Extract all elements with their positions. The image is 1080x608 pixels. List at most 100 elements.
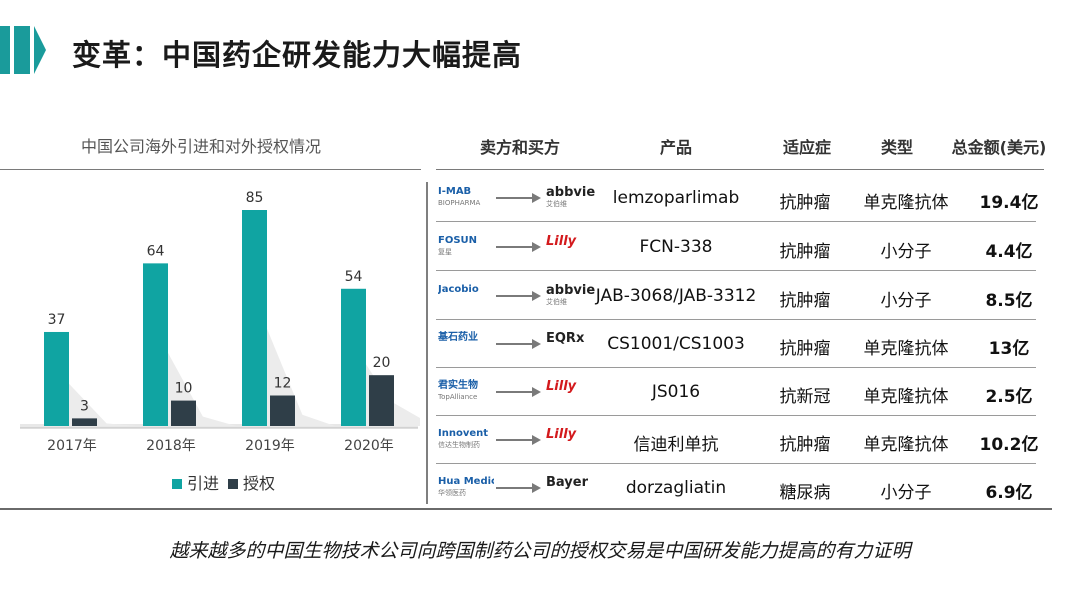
seller-name: FOSUN [438, 235, 478, 246]
arrow-right-icon [496, 387, 541, 397]
seller-logo: 君实生物 TopAlliance [438, 379, 494, 405]
bar-引进-2017年 [44, 331, 69, 426]
data-label: 3 [80, 398, 89, 414]
deal-parties: Innovent 信达生物制药 Lilly [438, 427, 608, 453]
amount-cell: 6.9亿 [985, 483, 1033, 503]
bar-引进-2020年 [341, 288, 366, 426]
table-row: 君实生物 TopAlliance Lilly JS016 抗新冠 单克隆抗体 2… [430, 368, 1038, 416]
x-tick-label: 2020年 [344, 438, 394, 454]
data-label: 64 [147, 243, 165, 259]
buyer-logo: abbvie 艾伯维 [546, 283, 606, 309]
bar-授权-2019年 [270, 395, 295, 426]
data-label: 54 [345, 269, 363, 285]
buyer-name: abbvie [546, 283, 596, 298]
type-cell: 单克隆抗体 [863, 339, 949, 359]
product-cell: CS1001/CS1003 [607, 334, 745, 354]
type-cell: 单克隆抗体 [863, 435, 949, 455]
buyer-logo: Lilly [546, 234, 606, 260]
product-cell: dorzagliatin [625, 478, 727, 498]
seller-name: 基石药业 [438, 332, 478, 343]
buyer-name: Lilly [546, 427, 577, 442]
buyer-sub: 艾伯维 [546, 200, 567, 208]
product-cell: JAB-3068/JAB-3312 [595, 286, 757, 306]
seller-name: 君实生物 [438, 380, 478, 391]
type-cell: 单克隆抗体 [863, 193, 949, 213]
buyer-name: EQRx [546, 331, 585, 346]
seller-logo: Hua Medicine 华领医药 [438, 475, 494, 501]
row-divider [436, 415, 1036, 416]
seller-sub: BIOPHARMA [438, 199, 481, 207]
legend-swatch [228, 479, 238, 489]
arrow-right-icon [496, 483, 541, 493]
deal-parties: I-MAB BIOPHARMA abbvie 艾伯维 [438, 185, 608, 211]
header-indication: 适应症 [782, 138, 832, 157]
row-divider [436, 221, 1036, 222]
amount-cell: 2.5亿 [985, 387, 1033, 407]
seller-name: Hua Medicine [438, 476, 494, 487]
arrow-right-icon [496, 435, 541, 445]
row-divider [436, 463, 1036, 464]
bar-shadow [97, 422, 137, 426]
arrow-right-icon [496, 291, 541, 301]
legend-label: 授权 [243, 474, 275, 493]
deal-parties: Jacobio abbvie 艾伯维 [438, 283, 608, 309]
seller-logo: Innovent 信达生物制药 [438, 427, 494, 453]
seller-name: Jacobio [438, 284, 479, 295]
page-title: 变革：中国药企研发能力大幅提高 [72, 38, 523, 72]
row-divider [436, 270, 1036, 271]
table-divider [426, 182, 428, 504]
row-divider [436, 367, 1036, 368]
amount-cell: 8.5亿 [985, 291, 1033, 311]
buyer-logo: Lilly [546, 427, 606, 453]
header-product: 产品 [659, 138, 693, 157]
header-amount: 总金额(美元) [951, 138, 1047, 157]
table-row: Jacobio abbvie 艾伯维 JAB-3068/JAB-3312 抗肿瘤… [430, 272, 1038, 320]
bar-shadow [69, 383, 109, 426]
seller-sub: 华领医药 [438, 489, 466, 497]
seller-sub: TopAlliance [438, 393, 478, 401]
x-tick-label: 2018年 [146, 438, 196, 454]
header-parties: 卖方和买方 [479, 138, 561, 157]
seller-name: Innovent [438, 428, 489, 439]
seller-sub: 信达生物制药 [438, 441, 480, 449]
legend-swatch [172, 479, 182, 489]
data-label: 20 [373, 355, 391, 371]
row-divider [436, 319, 1036, 320]
buyer-name: Bayer [546, 475, 588, 490]
table-row: Innovent 信达生物制药 Lilly 信迪利单抗 抗肿瘤 单克隆抗体 10… [430, 416, 1038, 464]
amount-cell: 19.4亿 [979, 193, 1039, 213]
amount-cell: 10.2亿 [979, 435, 1039, 455]
arrow-right-icon [496, 339, 541, 349]
indication-cell: 糖尿病 [779, 483, 831, 503]
header-type: 类型 [880, 138, 914, 157]
buyer-name: abbvie [546, 185, 596, 200]
table-row: 基石药业 EQRx CS1001/CS1003 抗肿瘤 单克隆抗体 13亿 [430, 320, 1038, 368]
buyer-name: Lilly [546, 234, 577, 249]
chart-top-rule [0, 169, 421, 170]
buyer-logo: abbvie 艾伯维 [546, 185, 606, 211]
bar-引进-2019年 [242, 210, 267, 426]
type-cell: 小分子 [880, 291, 932, 311]
seller-logo: 基石药业 [438, 331, 494, 357]
bottom-rule [0, 508, 1052, 510]
product-cell: 信迪利单抗 [633, 435, 719, 455]
legend-label: 引进 [187, 474, 219, 493]
buyer-logo: Lilly [546, 379, 606, 405]
seller-sub: 复星 [438, 248, 452, 256]
table-row: Hua Medicine 华领医药 Bayer dorzagliatin 糖尿病… [430, 464, 1038, 512]
buyer-logo: EQRx [546, 331, 606, 357]
table-row: I-MAB BIOPHARMA abbvie 艾伯维 lemzoparlimab… [430, 174, 1038, 222]
type-cell: 小分子 [880, 483, 932, 503]
deal-parties: 君实生物 TopAlliance Lilly [438, 379, 608, 405]
indication-cell: 抗肿瘤 [779, 291, 831, 311]
indication-cell: 抗肿瘤 [779, 339, 831, 359]
seller-logo: I-MAB BIOPHARMA [438, 185, 494, 211]
type-cell: 小分子 [880, 242, 932, 262]
bar-shadow [394, 403, 420, 426]
seller-logo: FOSUN 复星 [438, 234, 494, 260]
footer-note: 越来越多的中国生物技术公司向跨国制药公司的授权交易是中国研发能力提高的有力证明 [169, 540, 911, 562]
x-tick-label: 2019年 [245, 438, 295, 454]
seller-logo: Jacobio [438, 283, 494, 309]
amount-cell: 13亿 [988, 339, 1030, 359]
bar-授权-2018年 [171, 400, 196, 426]
